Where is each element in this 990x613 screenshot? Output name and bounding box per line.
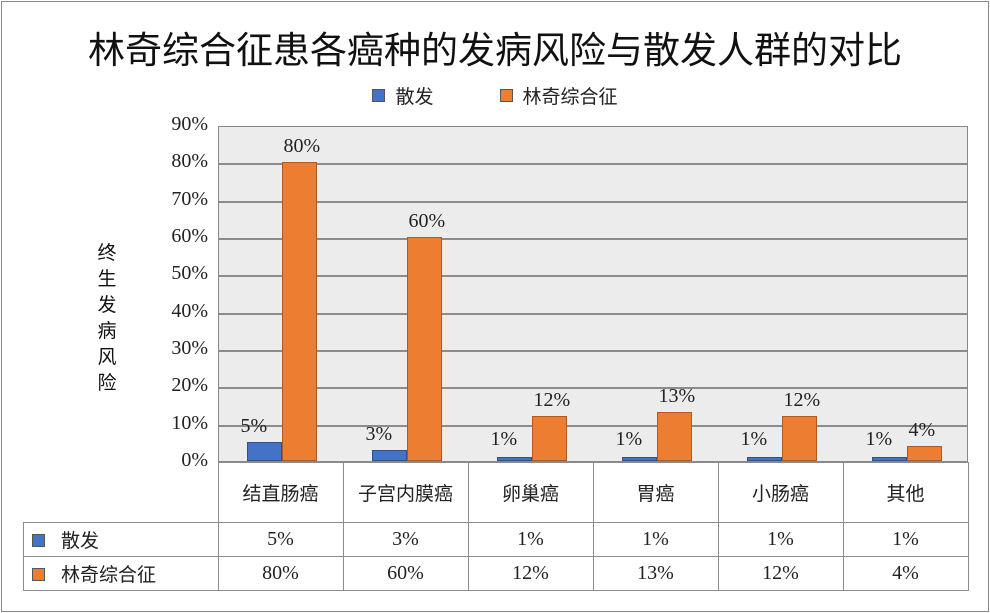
gridline: [219, 350, 967, 352]
y-tick-label: 20%: [171, 374, 208, 397]
legend-swatch-blue: [372, 89, 386, 102]
y-axis-label-char: 生: [97, 268, 117, 290]
table-cell: 12%: [467, 556, 594, 591]
series-name-cell: 散发: [23, 522, 219, 557]
legend-swatch-orange: [32, 568, 45, 581]
table-row: 林奇综合征 80% 60% 12% 13% 12% 4%: [23, 556, 969, 591]
data-label: 5%: [240, 415, 268, 438]
data-label: 1%: [865, 428, 893, 450]
category-label: 卵巢癌: [467, 462, 594, 523]
table-cell: 1%: [592, 522, 719, 557]
gridline: [219, 200, 967, 203]
data-label: 4%: [908, 419, 936, 442]
bar: [371, 449, 407, 461]
y-tick-label: 90%: [171, 113, 208, 135]
y-tick-label: 60%: [171, 225, 208, 247]
bar: [406, 237, 442, 461]
y-tick-label: 30%: [171, 337, 208, 359]
y-axis-label-char: 病: [97, 320, 117, 342]
bar: [281, 162, 317, 461]
bar: [871, 457, 907, 461]
bar: [781, 416, 817, 461]
y-axis-label-char: 发: [97, 294, 117, 316]
bar: [496, 457, 532, 461]
bar: [531, 416, 567, 461]
category-label: 子宫内膜癌: [342, 462, 469, 523]
chart-title: 林奇综合征患各癌种的发病风险与散发人群的对比: [88, 29, 902, 72]
table-cell: 1%: [842, 522, 969, 557]
data-table: 结直肠癌 子宫内膜癌 卵巢癌 胃癌 小肠癌 其他 散发 5% 3% 1% 1% …: [23, 462, 969, 591]
table-cell: 5%: [217, 522, 344, 557]
legend-label: 林奇综合征: [522, 86, 618, 108]
gridline: [219, 238, 967, 240]
y-tick-label: 10%: [171, 411, 208, 434]
table-cell: 12%: [717, 556, 844, 591]
bar: [906, 446, 942, 461]
bar: [746, 457, 782, 461]
data-label: 60%: [408, 210, 446, 232]
y-axis-label-char: 险: [97, 372, 117, 394]
bar: [656, 412, 692, 461]
series-name: 散发: [61, 530, 100, 552]
y-tick-label: 70%: [171, 187, 208, 210]
bar: [621, 457, 657, 461]
legend-swatch-blue: [32, 534, 45, 547]
table-cell: 13%: [592, 556, 719, 591]
legend-swatch-orange: [499, 89, 513, 102]
category-label: 小肠癌: [717, 462, 844, 523]
table-cell: 1%: [717, 522, 844, 557]
data-label: 1%: [615, 428, 643, 450]
data-label: 1%: [490, 428, 518, 450]
legend-item-sporadic: 散发: [372, 82, 433, 109]
gridline: [219, 424, 967, 427]
y-axis-label-char: 终: [97, 242, 117, 264]
gridline: [219, 275, 967, 278]
y-tick-label: 80%: [171, 150, 208, 173]
category-label: 其他: [842, 462, 969, 523]
data-label: 1%: [740, 428, 768, 450]
table-cell: 80%: [217, 556, 344, 591]
table-cell: 1%: [467, 522, 594, 557]
legend-label: 散发: [395, 86, 434, 108]
gridline: [219, 163, 967, 166]
table-corner: [23, 462, 219, 523]
plot-area: 5% 80% 3% 60% 1% 12% 1% 13% 1% 12% 1% 4%: [218, 126, 968, 462]
legend-item-lynch: 林奇综合征: [499, 82, 618, 109]
data-label: 3%: [365, 422, 393, 445]
table-cell: 3%: [342, 522, 469, 557]
data-label: 12%: [533, 389, 571, 412]
gridline: [219, 387, 967, 390]
series-name: 林奇综合征: [61, 564, 157, 586]
y-tick-label: 40%: [171, 299, 208, 322]
table-cell: 4%: [842, 556, 969, 591]
y-axis-label: 终 生 发 病 风 险: [95, 240, 119, 396]
category-label: 胃癌: [592, 462, 719, 523]
data-label: 13%: [658, 385, 696, 408]
y-tick-label: 50%: [171, 262, 208, 285]
legend: 散发 林奇综合征: [0, 82, 990, 109]
gridline: [219, 312, 967, 315]
y-axis-label-char: 风: [97, 346, 117, 368]
table-cell: 60%: [342, 556, 469, 591]
category-label: 结直肠癌: [217, 462, 344, 523]
data-label: 12%: [783, 389, 821, 412]
table-header-row: 结直肠癌 子宫内膜癌 卵巢癌 胃癌 小肠癌 其他: [23, 462, 969, 523]
data-label: 80%: [283, 135, 321, 158]
series-name-cell: 林奇综合征: [23, 556, 219, 591]
bar: [246, 442, 282, 461]
table-row: 散发 5% 3% 1% 1% 1% 1%: [23, 522, 969, 557]
